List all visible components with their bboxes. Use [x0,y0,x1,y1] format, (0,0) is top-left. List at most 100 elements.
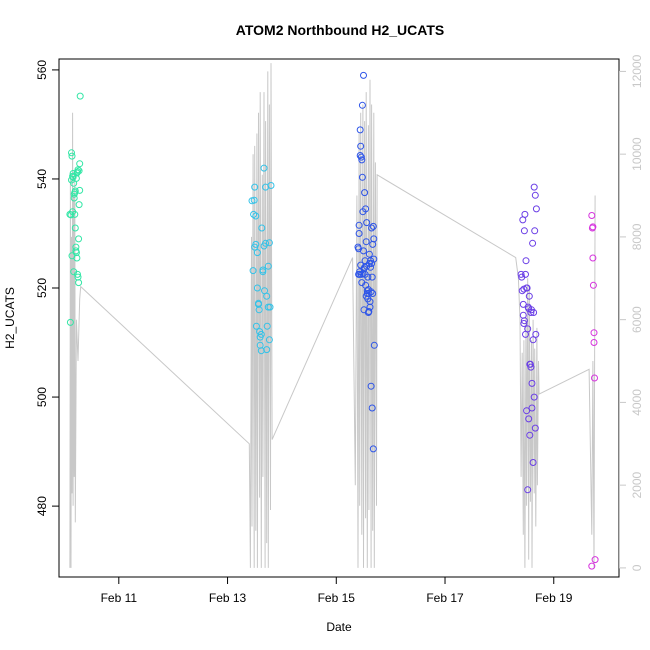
data-point [589,281,597,289]
data-point [369,445,377,453]
data-point [528,404,536,412]
data-point [526,431,534,439]
y2-tick-label: 0 [630,564,644,571]
data-point [530,393,538,401]
data-point [75,201,83,209]
data-point [531,227,539,235]
y-tick-label: 540 [35,169,49,189]
data-point [70,194,78,202]
altitude-series-line [69,63,596,568]
data-point [249,267,257,275]
x-tick-label: Feb 17 [426,591,464,605]
y2-tick-label: 4000 [630,389,644,416]
data-point [355,221,363,229]
data-point [267,182,275,189]
data-point [529,239,537,247]
data-point [253,284,261,292]
data-point [368,404,376,412]
data-point [529,336,537,344]
data-point [74,166,82,174]
data-point [370,235,378,243]
data-point [258,224,266,232]
data-point [523,284,531,292]
data-point [361,257,369,265]
data-point [68,152,76,160]
data-point [259,266,267,274]
x-tick-label: Feb 11 [101,591,138,605]
data-point [250,210,258,218]
data-point [75,279,83,287]
data-point [364,286,372,294]
data-point [368,273,376,281]
x-tick-label: Feb 19 [535,591,573,605]
data-point [591,374,598,382]
data-point [355,245,363,253]
data-point [368,224,376,232]
data-point [356,152,364,159]
data-point [525,305,533,313]
data-point [358,279,366,287]
data-point [266,303,274,311]
data-point [359,270,367,278]
y2-tick-label: 12000 [630,54,644,88]
data-point [359,208,367,216]
y2-tick-label: 8000 [630,223,644,250]
y-tick-label: 520 [35,278,49,298]
x-tick-label: Feb 13 [209,591,247,605]
chart-title: ATOM2 Northbound H2_UCATS [236,22,444,38]
data-point [255,299,262,307]
data-point [363,290,371,297]
data-point [522,257,530,265]
data-point [524,486,532,494]
data-point [370,341,378,349]
data-point [356,126,364,134]
data-point [590,329,598,337]
data-point [263,346,271,354]
data-point [365,250,373,258]
data-point [519,300,527,308]
data-point [256,328,264,336]
data-point [528,379,536,387]
data-point [68,252,76,260]
data-point [250,196,258,204]
data-point [69,208,77,216]
data-point [531,191,539,199]
data-point [367,263,374,271]
data-point [73,169,81,177]
data-point [361,189,369,197]
y-axis-label: H2_UCATS [3,287,17,349]
data-point [523,407,531,415]
y-tick-label: 560 [35,60,49,80]
data-point [591,556,599,564]
data-point [360,71,367,79]
y2-tick-label: 10000 [630,137,644,171]
data-point [358,156,366,164]
data-point [531,424,539,432]
data-point [532,205,540,213]
data-point [589,254,597,262]
y2-tick-label: 6000 [630,306,644,333]
data-point [360,306,368,314]
y-tick-label: 480 [35,496,49,516]
data-point [260,242,268,250]
data-point [365,308,373,315]
data-point [71,224,79,232]
y-axis: 480 500 520 540 560 [35,60,59,516]
data-point [355,230,363,237]
y2-tick-label: 2000 [630,471,644,498]
data-point [526,360,534,368]
y-tick-label: 500 [35,387,49,407]
data-point [529,459,537,466]
data-point [76,92,84,100]
data-point [255,306,263,314]
altitude-line-layer [69,63,596,568]
data-point [525,292,533,300]
data-point [362,238,370,246]
data-point [520,317,528,325]
data-point [370,255,378,263]
data-point [75,235,83,243]
data-point [520,320,528,327]
data-point [356,270,364,278]
data-point [366,298,374,306]
